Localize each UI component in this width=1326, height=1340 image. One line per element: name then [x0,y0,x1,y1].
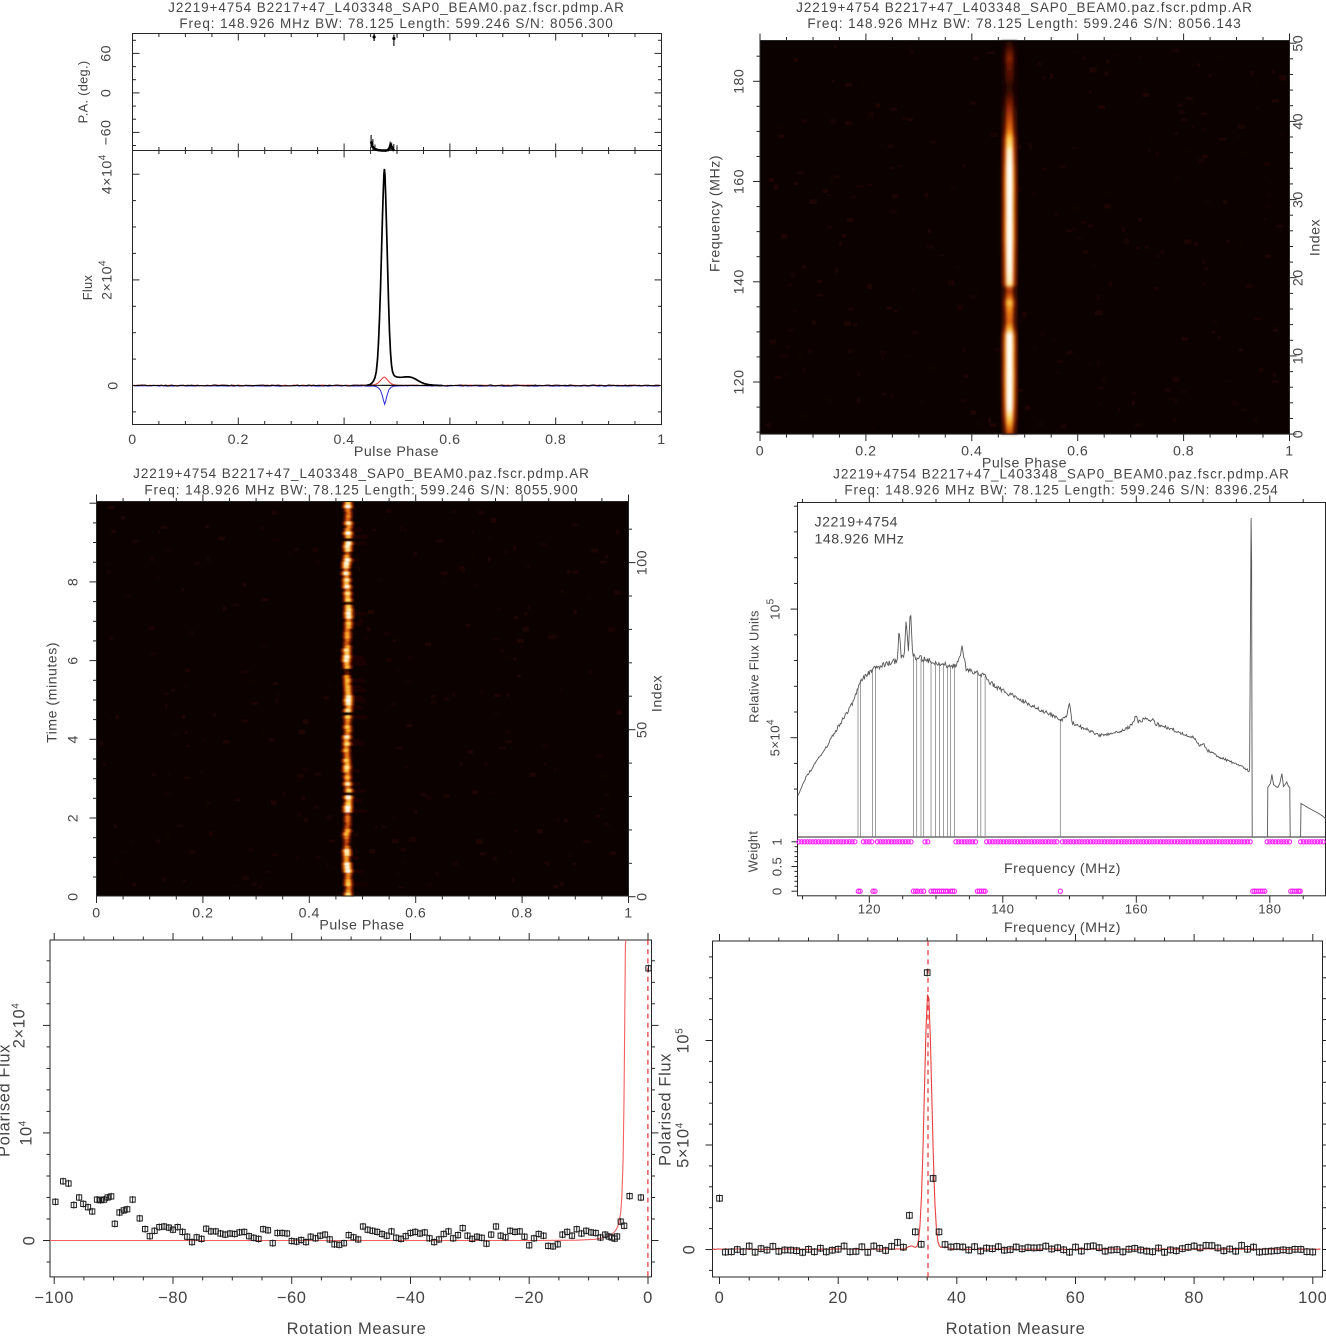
svg-text:0.8: 0.8 [545,432,566,448]
svg-text:Polarised Flux: Polarised Flux [657,1053,675,1166]
svg-text:Index: Index [650,675,666,712]
svg-text:0: 0 [92,906,100,922]
svg-text:J2219+4754 B2217+47_L403348_SA: J2219+4754 B2217+47_L403348_SAP0_BEAM0.p… [833,466,1290,481]
svg-text:6: 6 [66,656,82,664]
svg-text:0: 0 [715,1289,725,1307]
svg-text:4: 4 [66,735,82,743]
svg-text:50: 50 [1291,35,1307,52]
svg-text:−60: −60 [99,120,115,146]
svg-text:100: 100 [1298,1289,1326,1307]
svg-text:0.2: 0.2 [192,906,213,922]
svg-text:60: 60 [99,45,115,62]
svg-text:5×104: 5×104 [675,1122,693,1168]
svg-text:50: 50 [635,721,651,738]
svg-text:−20: −20 [514,1289,544,1307]
svg-text:0.4: 0.4 [299,906,320,922]
svg-text:Time (minutes): Time (minutes) [45,642,61,743]
svg-text:0.8: 0.8 [511,906,532,922]
svg-text:20: 20 [828,1289,848,1307]
svg-text:Freq: 148.926 MHz BW: 78.125 L: Freq: 148.926 MHz BW: 78.125 Length: 599… [807,16,1241,31]
svg-text:0.5: 0.5 [770,857,785,877]
svg-text:Flux: Flux [80,275,95,301]
svg-text:Frequency (MHz): Frequency (MHz) [708,155,724,272]
svg-text:0: 0 [635,893,651,901]
svg-text:80: 80 [1184,1289,1204,1307]
svg-text:Frequency (MHz): Frequency (MHz) [1004,920,1121,936]
svg-text:4×104: 4×104 [98,154,116,194]
svg-text:0: 0 [756,444,764,460]
svg-text:120: 120 [858,902,881,917]
svg-text:2×104: 2×104 [98,260,116,300]
svg-text:0: 0 [21,1236,39,1246]
svg-text:2: 2 [66,814,82,822]
svg-text:0.6: 0.6 [1067,444,1088,460]
svg-text:−100: −100 [34,1289,74,1307]
svg-text:0.6: 0.6 [439,432,460,448]
svg-text:2×104: 2×104 [11,1003,29,1049]
svg-text:Pulse Phase: Pulse Phase [982,456,1067,472]
svg-text:160: 160 [1125,902,1148,917]
svg-text:120: 120 [732,369,748,394]
svg-text:1: 1 [1285,444,1293,460]
svg-text:J2219+4754 B2217+47_L403348_SA: J2219+4754 B2217+47_L403348_SAP0_BEAM0.p… [133,466,590,481]
svg-text:−80: −80 [158,1289,188,1307]
svg-text:0.4: 0.4 [333,432,354,448]
svg-text:−60: −60 [277,1289,307,1307]
svg-text:0: 0 [681,1245,699,1255]
svg-text:10: 10 [1291,348,1307,365]
svg-text:−40: −40 [396,1289,426,1307]
svg-text:P.A. (deg.): P.A. (deg.) [76,61,91,124]
svg-text:180: 180 [732,69,748,94]
svg-text:J2219+4754 B2217+47_L403348_SA: J2219+4754 B2217+47_L403348_SAP0_BEAM0.p… [168,0,625,15]
svg-text:Rotation Measure: Rotation Measure [287,1320,427,1335]
svg-text:Pulse Phase: Pulse Phase [319,918,404,934]
svg-text:180: 180 [1258,902,1281,917]
svg-text:0.2: 0.2 [228,432,249,448]
svg-text:40: 40 [947,1289,967,1307]
svg-text:30: 30 [1291,191,1307,208]
svg-text:105: 105 [675,1028,693,1054]
svg-text:Freq: 148.926 MHz BW: 78.125 L: Freq: 148.926 MHz BW: 78.125 Length: 599… [844,483,1278,498]
svg-text:20: 20 [1291,269,1307,286]
svg-text:Freq: 148.926 MHz BW: 78.125 L: Freq: 148.926 MHz BW: 78.125 Length: 599… [144,483,578,498]
svg-text:0: 0 [643,1289,653,1307]
svg-text:Rotation Measure: Rotation Measure [946,1320,1086,1335]
svg-text:Index: Index [1308,219,1324,256]
svg-text:60: 60 [1066,1289,1086,1307]
svg-text:J2219+4754 B2217+47_L403348_SA: J2219+4754 B2217+47_L403348_SAP0_BEAM0.p… [796,0,1253,15]
svg-text:Freq: 148.926 MHz BW: 78.125 L: Freq: 148.926 MHz BW: 78.125 Length: 599… [179,16,613,31]
svg-text:0.2: 0.2 [855,444,876,460]
svg-text:160: 160 [732,169,748,194]
svg-text:J2219+4754: J2219+4754 [815,515,899,531]
svg-text:Relative Flux Units: Relative Flux Units [747,610,762,722]
svg-text:0: 0 [66,893,82,901]
svg-text:8: 8 [66,578,82,586]
svg-text:1: 1 [624,906,632,922]
svg-text:148.926 MHz: 148.926 MHz [815,532,905,548]
svg-text:0.4: 0.4 [961,444,982,460]
svg-text:5×104: 5×104 [766,719,783,756]
svg-text:0.8: 0.8 [1173,444,1194,460]
svg-text:0: 0 [770,887,785,895]
svg-text:0: 0 [128,432,136,448]
svg-text:Frequency (MHz): Frequency (MHz) [1004,861,1121,877]
svg-text:0.6: 0.6 [405,906,426,922]
svg-text:Weight: Weight [746,831,761,873]
svg-text:Pulse Phase: Pulse Phase [354,444,439,460]
svg-text:104: 104 [18,1120,36,1146]
svg-text:0: 0 [99,89,115,97]
svg-text:0: 0 [106,381,122,389]
svg-text:1: 1 [657,432,665,448]
svg-text:140: 140 [991,902,1014,917]
svg-text:100: 100 [635,550,651,575]
svg-text:140: 140 [732,269,748,294]
svg-text:Polarised Flux: Polarised Flux [0,1044,14,1157]
svg-text:1: 1 [770,838,785,846]
svg-text:40: 40 [1291,113,1307,130]
svg-text:0: 0 [1291,430,1307,438]
